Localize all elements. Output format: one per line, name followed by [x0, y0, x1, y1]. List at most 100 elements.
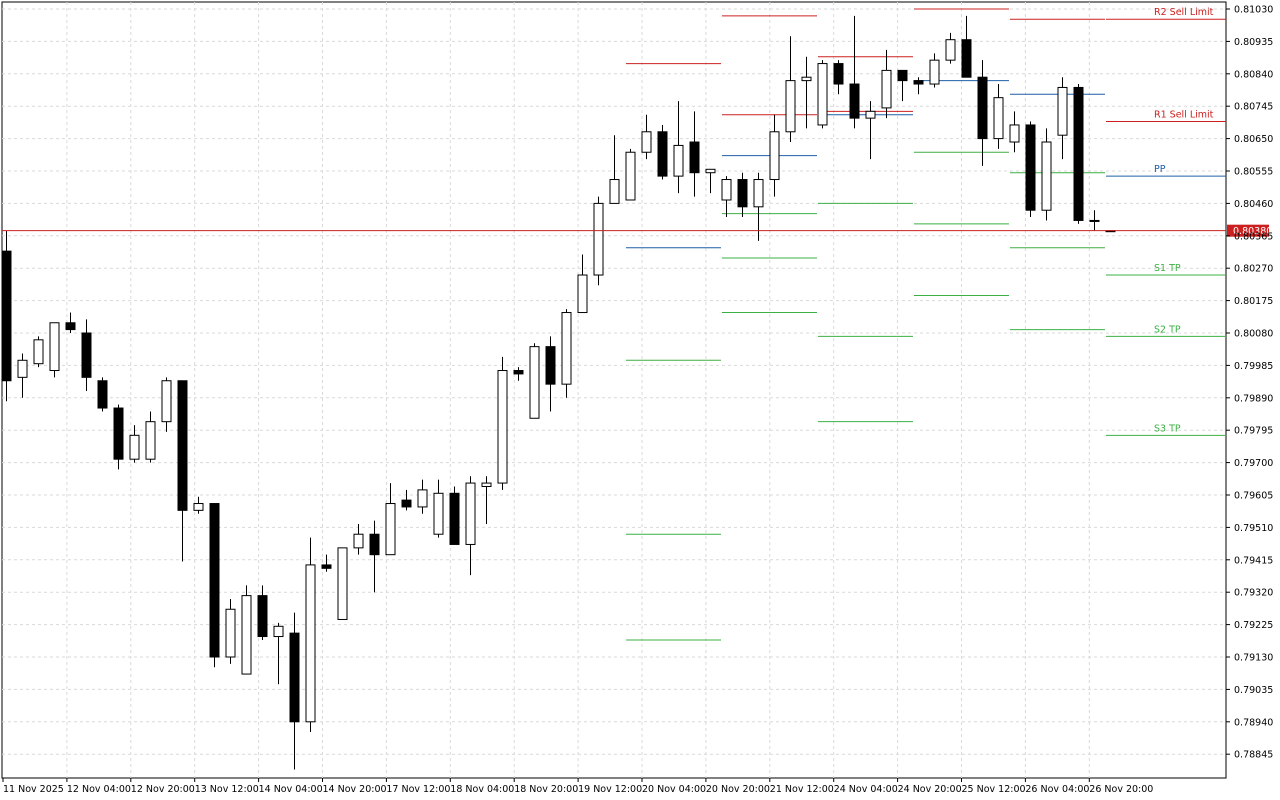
candle-body: [545, 346, 556, 385]
y-tick-label: 0.80935: [1234, 37, 1273, 48]
y-tick-label: 0.79320: [1234, 588, 1273, 599]
candle: [449, 486, 460, 545]
candle-body: [385, 503, 396, 556]
y-tick-label: 0.80270: [1234, 264, 1273, 275]
candle: [913, 77, 924, 95]
y-tick-label: 0.79985: [1234, 361, 1273, 372]
candle-body: [1, 250, 12, 382]
y-tick-label: 0.80840: [1234, 69, 1273, 80]
candle: [497, 356, 508, 490]
y-tick-label: 0.80080: [1234, 329, 1273, 340]
candle: [849, 15, 860, 129]
x-tick-label: 14 Nov 04:00: [259, 784, 323, 795]
level-label: PP: [1154, 164, 1166, 175]
candle: [257, 585, 268, 640]
candle-body: [817, 63, 828, 126]
level-labels: R2 Sell Limit R1 Sell Limit PP S1 TP S2 TP S3…: [1154, 7, 1214, 434]
candle: [897, 69, 908, 102]
candle-body: [913, 80, 924, 85]
candle: [289, 612, 300, 770]
candle: [225, 599, 236, 664]
candle: [545, 336, 556, 412]
candle-body: [1009, 124, 1020, 143]
candle: [577, 254, 588, 314]
candle-body: [737, 179, 748, 208]
candle: [113, 404, 124, 470]
candle: [1025, 121, 1036, 218]
candle-body: [769, 131, 780, 181]
candle-body: [81, 332, 92, 378]
candle: [673, 101, 684, 194]
candle-body: [881, 69, 892, 109]
candle-body: [49, 322, 60, 372]
y-tick-label: 0.79510: [1234, 523, 1273, 534]
y-tick-label: 0.80650: [1234, 134, 1273, 145]
level-label: S2 TP: [1154, 324, 1181, 335]
candle-body: [177, 380, 188, 511]
candle: [1089, 210, 1100, 231]
current-price-label: 0.80380: [1233, 226, 1272, 237]
y-tick-label: 0.79890: [1234, 393, 1273, 404]
candle: [465, 476, 476, 576]
y-tick-label: 0.80555: [1234, 167, 1273, 178]
pivot-levels: [626, 8, 1226, 641]
candle: [481, 476, 492, 524]
candle-body: [257, 595, 268, 638]
candle-body: [497, 370, 508, 484]
y-tick-label: 0.79035: [1234, 685, 1273, 696]
candle: [177, 380, 188, 562]
current-price-line: 0.80380: [2, 224, 1272, 237]
candle: [129, 425, 140, 463]
candle-body: [625, 151, 636, 201]
y-tick-label: 0.79415: [1234, 555, 1273, 566]
candle-body: [977, 76, 988, 140]
candle-body: [753, 179, 764, 208]
x-tick-label: 26 Nov 20:00: [1089, 784, 1153, 795]
candle-body: [17, 359, 28, 378]
candle: [881, 49, 892, 119]
y-tick-label: 0.79130: [1234, 653, 1273, 664]
x-tick-label: 18 Nov 04:00: [450, 784, 514, 795]
candle: [49, 322, 60, 378]
x-tick-label: 13 Nov 12:00: [195, 784, 259, 795]
candle: [689, 111, 700, 197]
candle-body: [145, 421, 156, 460]
candle-body: [689, 141, 700, 174]
candle-body: [65, 322, 76, 331]
candle-body: [593, 202, 604, 276]
candle-body: [113, 407, 124, 460]
candle-body: [785, 80, 796, 133]
candle: [1057, 77, 1068, 160]
candle: [721, 176, 732, 218]
candle-body: [33, 339, 44, 365]
candle-body: [1057, 86, 1068, 136]
candle-body: [529, 346, 540, 419]
candle: [513, 367, 524, 381]
candle: [17, 353, 28, 398]
candle-body: [705, 168, 716, 174]
candle-body: [289, 632, 300, 723]
candle-body: [449, 492, 460, 545]
candle-body: [657, 131, 668, 177]
candle: [929, 53, 940, 88]
candle-body: [129, 434, 140, 460]
candle-body: [193, 503, 204, 511]
candle-body: [801, 76, 812, 82]
y-tick-label: 0.81030: [1234, 5, 1273, 16]
level-label: R2 Sell Limit: [1154, 7, 1214, 18]
x-tick-label: 11 Nov 2025: [3, 784, 64, 795]
candle-body: [849, 83, 860, 119]
candle-body: [337, 547, 348, 620]
candle: [593, 196, 604, 286]
candle: [273, 622, 284, 685]
y-tick-label: 0.79605: [1234, 491, 1273, 502]
candle-body: [929, 59, 940, 85]
level-label: S1 TP: [1154, 263, 1181, 274]
candle-body: [865, 110, 876, 119]
candle: [97, 377, 108, 412]
candle-body: [1073, 86, 1084, 221]
candle-body: [577, 274, 588, 314]
candle: [33, 336, 44, 368]
x-tick-label: 18 Nov 20:00: [514, 784, 578, 795]
